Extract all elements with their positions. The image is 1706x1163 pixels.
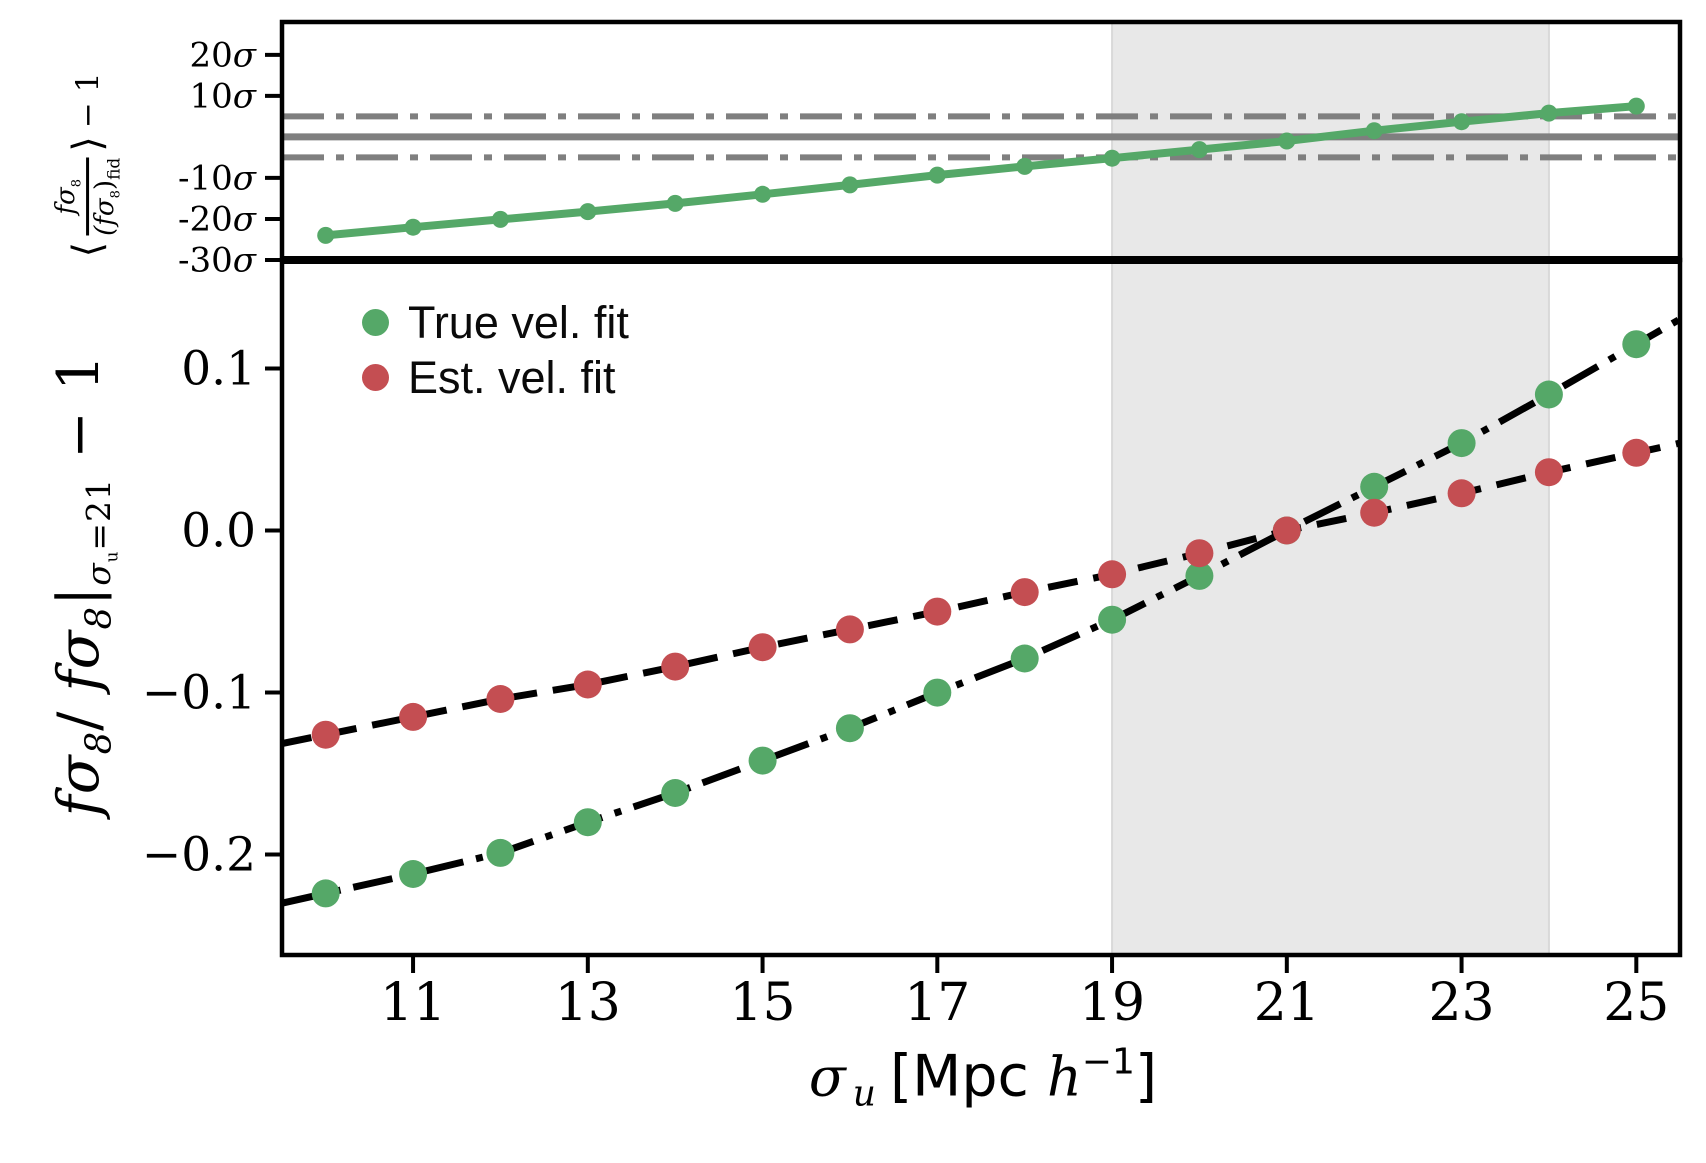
- x-tick-label: 13: [555, 973, 621, 1033]
- fsigma8-ratio-panel-line-dashdot: [281, 316, 1682, 907]
- data-point: [1185, 539, 1214, 568]
- y-tick-label: -20σ: [178, 200, 257, 240]
- data-point: [317, 226, 335, 244]
- data-point: [486, 838, 515, 867]
- fsigma8-ratio-panel-markers-red: [311, 438, 1651, 749]
- data-point: [399, 860, 428, 888]
- data-point: [573, 670, 602, 699]
- red-legend-dot-icon: [362, 363, 389, 391]
- data-point: [311, 720, 340, 749]
- y-tick-label: -10σ: [178, 158, 257, 198]
- data-point: [1622, 438, 1651, 467]
- data-point: [661, 779, 690, 807]
- data-point: [928, 166, 946, 184]
- data-point: [1016, 157, 1034, 175]
- data-point: [1190, 141, 1208, 159]
- data-point: [1447, 429, 1476, 458]
- y-tick-label: 10σ: [190, 76, 257, 116]
- data-point: [748, 633, 777, 662]
- data-point: [1278, 132, 1296, 150]
- legend-item-est-vel-fit: Est. vel. fit: [362, 354, 629, 400]
- x-tick-label: 15: [729, 973, 795, 1033]
- fsigma8-ratio-panel-ticks: [265, 366, 1639, 973]
- y-tick-label: -30σ: [178, 241, 257, 281]
- data-point: [1185, 561, 1214, 590]
- data-point: [1622, 330, 1651, 359]
- fsigma8-ratio-panel-markers-green: [311, 330, 1651, 908]
- data-point: [491, 210, 509, 228]
- data-point: [835, 615, 864, 644]
- data-point: [1540, 104, 1558, 122]
- y-tick-label: 20σ: [190, 35, 257, 75]
- right-angle-bracket: ⟩: [65, 136, 111, 152]
- data-point: [1010, 644, 1039, 673]
- data-point: [835, 714, 864, 743]
- data-point: [1360, 498, 1389, 527]
- fsigma8-ratio-panel-tick-labels: 0.1 0.0 −0.1 −0.2 11 13 15 17 19 21 23 25: [142, 342, 1670, 1033]
- significance-panel-ticks: [265, 52, 282, 262]
- legend-item-true-vel-fit: True vel. fit: [362, 299, 629, 345]
- data-point: [399, 702, 428, 731]
- data-point: [1627, 97, 1645, 115]
- data-point: [579, 203, 597, 221]
- legend-label: True vel. fit: [408, 296, 629, 348]
- x-tick-label: 21: [1254, 973, 1320, 1033]
- data-point: [1098, 605, 1127, 634]
- y-tick-label: 0.1: [181, 342, 256, 397]
- x-tick-label: 17: [904, 973, 970, 1033]
- significance-panel-shaded-region: [1111, 22, 1550, 260]
- fsigma8-ratio-panel-line-dashed: [281, 439, 1681, 748]
- data-point: [661, 652, 690, 681]
- significance-panel-markers-green: [317, 97, 1645, 244]
- x-tick-label: 11: [380, 973, 446, 1033]
- data-point: [923, 597, 952, 626]
- data-point: [1534, 380, 1563, 409]
- data-point: [404, 218, 422, 236]
- y-tick-label: −0.1: [142, 666, 256, 721]
- top-y-axis-label: ⟨ fσ8 (fσ8)fid ⟩ − 1: [51, 72, 124, 258]
- data-point: [1453, 113, 1471, 131]
- data-point: [486, 685, 515, 713]
- data-point: [1098, 560, 1127, 589]
- data-point: [754, 185, 772, 203]
- x-axis-title: σ u [Mpc h−1]: [808, 1041, 1158, 1115]
- left-angle-bracket: ⟨: [65, 241, 111, 258]
- data-point: [923, 678, 952, 707]
- data-point: [748, 746, 777, 775]
- significance-panel-line-solid: [325, 102, 1637, 240]
- data-point: [1447, 479, 1476, 508]
- data-point: [1103, 149, 1121, 167]
- data-point: [573, 808, 602, 837]
- data-point: [1272, 516, 1301, 545]
- bottom-y-axis-label: fσ8/ fσ8|σu=21 − 1: [46, 353, 122, 817]
- data-point: [1534, 458, 1563, 487]
- data-point: [1360, 472, 1389, 501]
- fsigma8-ratio-panel-shaded-region: [1111, 260, 1550, 955]
- y-tick-label: −0.2: [142, 828, 256, 883]
- y-tick-label: 0.0: [181, 504, 256, 559]
- data-point: [841, 176, 859, 194]
- data-point: [666, 194, 684, 212]
- green-legend-dot-icon: [362, 308, 389, 336]
- fsigma8-fraction: fσ8 (fσ8)fid: [51, 157, 124, 236]
- data-point: [1010, 578, 1039, 607]
- data-point: [1365, 122, 1383, 140]
- legend: True vel. fit Est. vel. fit: [362, 299, 629, 400]
- x-tick-label: 25: [1603, 973, 1669, 1033]
- fraction-bar: [86, 157, 89, 236]
- data-point: [311, 879, 340, 908]
- legend-label: Est. vel. fit: [408, 351, 616, 403]
- x-tick-label: 19: [1079, 973, 1145, 1033]
- x-tick-label: 23: [1428, 973, 1494, 1033]
